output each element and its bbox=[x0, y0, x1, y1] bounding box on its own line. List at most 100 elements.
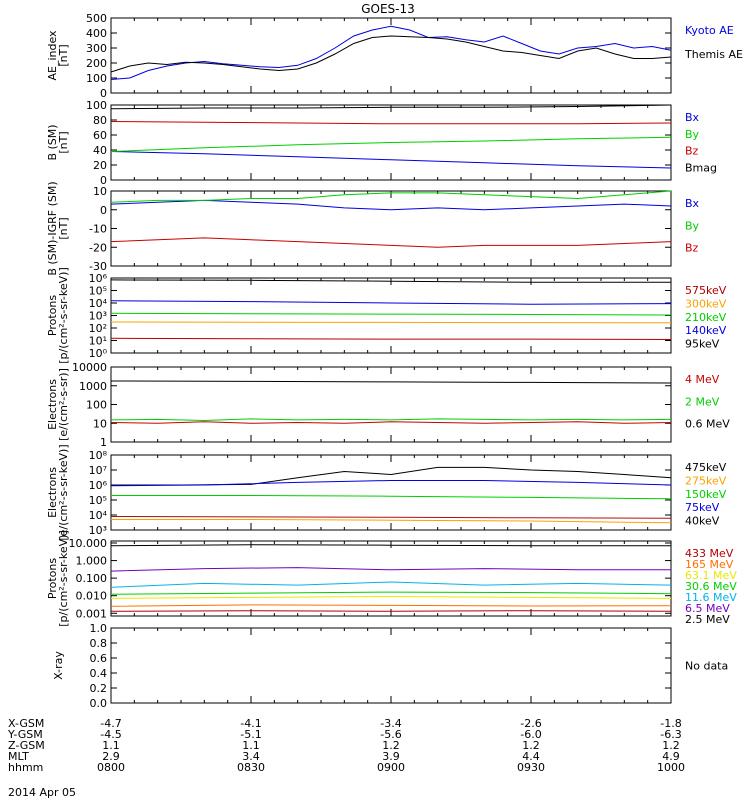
xaxis-row-value: 1000 bbox=[657, 761, 685, 774]
legend-entry: 475keV bbox=[685, 461, 727, 474]
xaxis-row-value: -2.6 bbox=[520, 717, 541, 730]
y-tick-label: 10000 bbox=[72, 361, 107, 374]
panel-electrons_kev: 10³ 10⁴ 10⁵ 10⁶ 10⁷ 10⁸ Electrons[e/(cm²-s-sr-… bbox=[46, 444, 727, 540]
y-tick-label: 1000 bbox=[79, 380, 107, 393]
y-tick-label: 0.001 bbox=[76, 607, 108, 620]
panel-frame bbox=[110, 627, 672, 704]
y-tick-label: 10⁴ bbox=[89, 509, 108, 522]
y-axis-label: B (SM)-IGRF (SM)[nT] bbox=[46, 181, 70, 275]
xaxis-row-value: 4.9 bbox=[662, 750, 680, 763]
y-tick-label: 80 bbox=[93, 114, 107, 127]
xaxis-row-value: 1.2 bbox=[662, 739, 680, 752]
series-line-bz bbox=[110, 121, 672, 125]
legend-entry: Bz bbox=[685, 242, 699, 255]
y-axis-label: Electrons[e/(cm²-s-sr)] bbox=[46, 368, 70, 441]
y-tick-label: 0.2 bbox=[90, 682, 108, 695]
y-tick-label: 0.010 bbox=[76, 590, 108, 603]
legend-entry: 11.6 MeV bbox=[685, 591, 737, 604]
y-tick-label: 0 bbox=[100, 204, 107, 217]
legend-entry: Bx bbox=[685, 111, 700, 124]
panel-frame bbox=[110, 17, 672, 94]
y-axis-label: Electrons[e/(cm²-s-sr-keV)] bbox=[46, 444, 70, 540]
xaxis-row-value: 0800 bbox=[97, 761, 125, 774]
xaxis-row-value: -4.5 bbox=[100, 728, 121, 741]
series-line-63-1-mev bbox=[110, 595, 672, 599]
panel-protons_mev: 0.001 0.010 0.100 1.000 10.000Protons[p/(cm²… bbox=[46, 530, 737, 627]
legend-entry: By bbox=[685, 219, 700, 232]
panel-ae: 0 100 200 300 400 500 AE_index[nT] Kyoto AE Them… bbox=[46, 12, 743, 100]
y-tick-label: 10⁴ bbox=[89, 297, 108, 310]
series-line-bx bbox=[110, 199, 672, 211]
xaxis-row-label: Y-GSM bbox=[7, 728, 43, 741]
xaxis-row-value: -3.4 bbox=[380, 717, 401, 730]
y-tick-label: 60 bbox=[93, 129, 107, 142]
legend-entry: Themis AE bbox=[684, 48, 743, 61]
panel-frame bbox=[110, 190, 672, 267]
xaxis-row-value: 2.9 bbox=[102, 750, 120, 763]
series-line-210kev bbox=[110, 312, 672, 316]
y-tick-label: 10⁵ bbox=[89, 285, 107, 298]
series-line-bz bbox=[110, 237, 672, 248]
legend-entry: 6.5 MeV bbox=[685, 602, 730, 615]
xaxis-row-value: 0830 bbox=[237, 761, 265, 774]
y-tick-label: 10⁵ bbox=[89, 494, 107, 507]
xaxis-row-label: MLT bbox=[8, 750, 29, 763]
y-tick-label: 100 bbox=[86, 72, 107, 85]
series-line-themis-ae bbox=[110, 35, 672, 73]
xaxis-row-value: -4.7 bbox=[100, 717, 121, 730]
series-line-75kev bbox=[110, 480, 672, 487]
y-tick-label: 0 bbox=[100, 87, 107, 100]
xaxis-row-value: -6.0 bbox=[520, 728, 541, 741]
y-tick-label: 500 bbox=[86, 12, 107, 25]
y-tick-label: 10¹ bbox=[89, 335, 107, 348]
xaxis-row-label: hhmm bbox=[8, 761, 43, 774]
series-line-95kev bbox=[110, 279, 671, 283]
xaxis-row-value: -5.1 bbox=[240, 728, 261, 741]
xaxis-row-value: 0930 bbox=[517, 761, 545, 774]
y-tick-label: 10³ bbox=[89, 310, 107, 323]
legend-entry: 2 MeV bbox=[685, 395, 720, 408]
y-tick-label: -10 bbox=[89, 223, 107, 236]
xaxis-row-value: 4.4 bbox=[522, 750, 540, 763]
panel-xray: 0.0 0.2 0.4 0.6 0.8 1.0 X-ray No data bbox=[52, 622, 728, 710]
legend-entry: 40keV bbox=[685, 515, 720, 528]
y-tick-label: 300 bbox=[86, 42, 107, 55]
date-label: 2014 Apr 05 bbox=[8, 786, 76, 799]
y-tick-label: 1.000 bbox=[76, 555, 108, 568]
y-tick-label: 10² bbox=[89, 322, 107, 335]
legend-entry: 275keV bbox=[685, 474, 727, 487]
y-tick-label: 40 bbox=[93, 144, 107, 157]
legend-entry: Bx bbox=[685, 197, 700, 210]
series-line-by bbox=[110, 190, 672, 203]
series-line-300kev bbox=[110, 321, 672, 324]
y-tick-label: 1.0 bbox=[90, 622, 108, 635]
xaxis-row-value: 1.1 bbox=[242, 739, 260, 752]
legend-entry: 433 MeV bbox=[685, 547, 734, 560]
y-tick-label: 0.0 bbox=[90, 697, 108, 710]
series-line-bx bbox=[110, 151, 672, 169]
xaxis-row-value: -4.1 bbox=[240, 717, 261, 730]
y-tick-label: 400 bbox=[86, 27, 107, 40]
series-line-6-5-mev bbox=[110, 567, 671, 572]
series-line-150kev bbox=[111, 495, 672, 500]
legend-entry: Kyoto AE bbox=[685, 24, 734, 37]
legend-entry: 30.6 MeV bbox=[685, 580, 737, 593]
y-tick-label: 10⁷ bbox=[89, 464, 107, 477]
panel-frame bbox=[110, 366, 672, 443]
series-line-30-6-mev bbox=[110, 591, 672, 595]
y-tick-label: 0.4 bbox=[90, 667, 108, 680]
y-tick-label: 0.8 bbox=[90, 637, 108, 650]
xaxis-row-value: 1.2 bbox=[382, 739, 400, 752]
y-tick-label: 1 bbox=[100, 436, 107, 449]
legend-entry: By bbox=[685, 128, 700, 141]
y-tick-label: 200 bbox=[86, 57, 107, 70]
legend-entry: 2.5 MeV bbox=[685, 613, 730, 626]
panel-frame bbox=[110, 454, 672, 531]
y-tick-label: 10⁰ bbox=[89, 347, 108, 360]
panel-bdiff: -30 -20 -10 0 10 B (SM)-IGRF (SM)[nT] Bx By Bz bbox=[46, 181, 700, 275]
y-tick-label: 10 bbox=[93, 417, 107, 430]
xaxis-row-value: 3.4 bbox=[242, 750, 260, 763]
y-axis-label: X-ray bbox=[52, 651, 65, 680]
